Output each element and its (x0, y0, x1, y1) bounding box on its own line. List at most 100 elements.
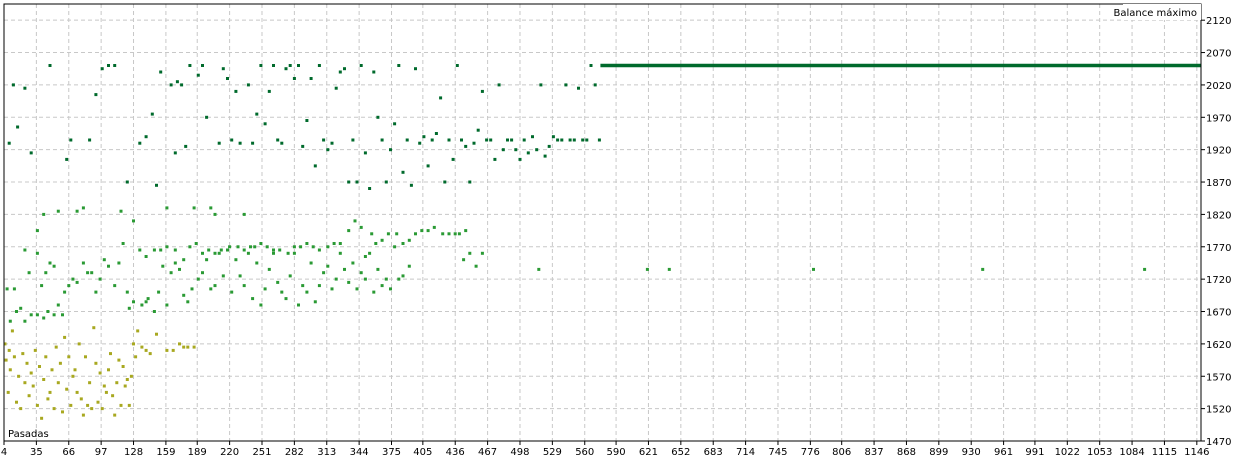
data-point (255, 112, 259, 116)
data-point (201, 271, 204, 275)
x-tick-label: 868 (897, 447, 916, 458)
data-point (397, 64, 401, 67)
data-point (221, 67, 225, 71)
x-tick-label: 189 (188, 447, 207, 458)
data-point (213, 284, 217, 288)
data-point (351, 261, 355, 265)
data-point (56, 381, 60, 385)
x-tick-label: 313 (317, 447, 336, 458)
data-point (102, 258, 106, 262)
y-tick-label: 1720 (1206, 275, 1231, 286)
data-point (564, 83, 568, 87)
data-point (551, 135, 555, 139)
data-point (338, 251, 342, 255)
data-point (351, 138, 355, 142)
data-point (205, 115, 209, 119)
data-point (125, 290, 129, 294)
data-point (981, 267, 985, 271)
data-point (184, 144, 188, 148)
data-point (326, 148, 330, 152)
data-point (426, 229, 430, 233)
data-point (280, 141, 284, 145)
data-point (393, 122, 397, 126)
data-point (537, 267, 541, 271)
data-point (169, 83, 173, 87)
data-point (451, 157, 455, 161)
data-point (259, 303, 263, 307)
data-point (401, 242, 405, 245)
data-point (221, 274, 225, 278)
data-point (380, 238, 384, 242)
data-point (597, 138, 601, 142)
data-point (501, 148, 505, 152)
data-point (334, 86, 338, 90)
data-point (313, 164, 317, 168)
data-point (182, 345, 186, 349)
data-point (140, 345, 144, 349)
data-point (288, 64, 292, 67)
data-point (173, 151, 177, 155)
data-point (259, 64, 263, 67)
data-point (123, 384, 127, 388)
data-point (460, 138, 463, 142)
data-point (326, 264, 330, 268)
data-point (173, 261, 177, 265)
data-point (144, 255, 148, 258)
data-point (159, 248, 163, 252)
x-tick-label: 590 (607, 447, 626, 458)
data-point (251, 141, 255, 145)
data-point (23, 319, 27, 323)
data-point (152, 310, 156, 313)
data-point (395, 232, 399, 236)
data-point (25, 361, 29, 365)
data-point (182, 258, 186, 262)
data-point (81, 413, 85, 417)
data-point (46, 310, 50, 313)
data-point (246, 83, 250, 87)
data-point (1143, 267, 1147, 271)
data-point (242, 248, 246, 252)
data-point (132, 300, 135, 304)
y-tick-label: 1520 (1206, 405, 1231, 416)
data-point (98, 277, 102, 281)
data-point (117, 261, 121, 265)
data-point (474, 264, 478, 268)
data-point (409, 183, 413, 187)
x-tick-label: 745 (768, 447, 787, 458)
data-point (418, 141, 422, 145)
data-point (359, 225, 363, 229)
data-point (343, 267, 346, 271)
data-point (136, 329, 140, 333)
data-point (178, 342, 181, 346)
x-tick-label: 837 (865, 447, 884, 458)
y-tick-label: 2120 (1206, 16, 1231, 27)
x-tick-label: 4 (1, 447, 7, 458)
data-point (447, 232, 451, 236)
data-point (386, 232, 390, 236)
data-point (42, 316, 46, 320)
y-tick-label: 2020 (1206, 81, 1231, 92)
x-axis: 4 35 66 97 128 159 189 220 251 282 313 344 375 405 436… (1, 441, 1210, 458)
data-point (107, 64, 110, 67)
x-tick-label: 97 (95, 447, 108, 458)
plot-frame (3, 3, 1202, 442)
top-right-label-box (1123, 4, 1201, 20)
data-point (96, 400, 100, 404)
data-point (67, 355, 71, 359)
data-point (363, 277, 367, 281)
data-point (322, 271, 326, 275)
data-point (539, 83, 543, 87)
data-point (443, 180, 447, 184)
data-point (107, 264, 110, 268)
data-point (531, 135, 534, 139)
data-point (171, 348, 175, 352)
data-point (209, 287, 213, 291)
data-point (253, 245, 257, 249)
data-point (21, 352, 25, 356)
data-point (84, 355, 87, 359)
data-point (54, 345, 58, 349)
data-point (144, 348, 148, 352)
data-point (12, 287, 16, 291)
data-point (8, 319, 12, 323)
x-tick-label: 1022 (1055, 447, 1080, 458)
